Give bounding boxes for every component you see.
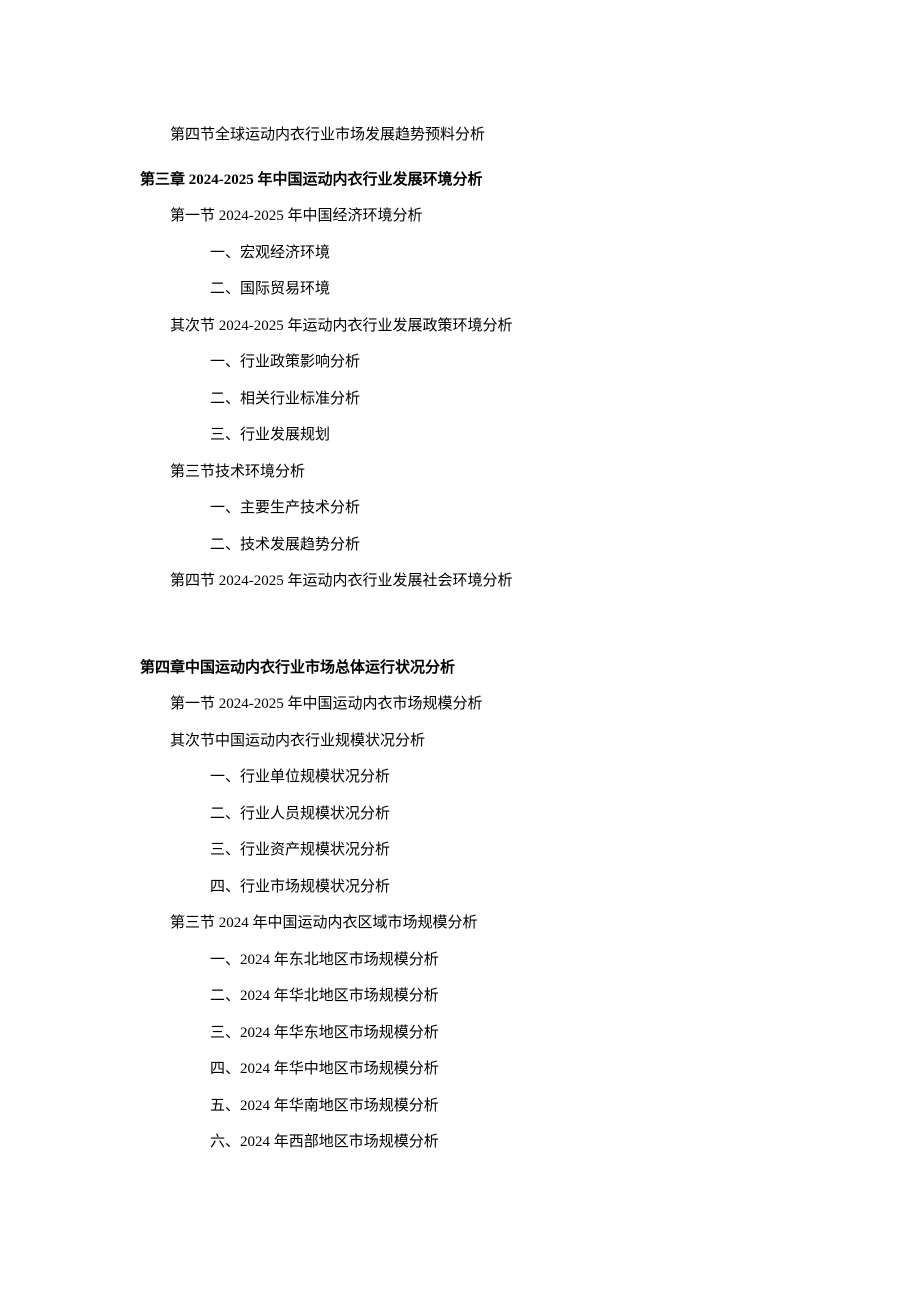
toc-subitem: 二、国际贸易环境 — [210, 278, 780, 301]
chapter-heading: 第三章 2024-2025 年中国运动内衣行业发展环境分析 — [140, 169, 780, 192]
toc-section: 第四节 2024-2025 年运动内衣行业发展社会环境分析 — [170, 570, 780, 593]
toc-section: 第三节 2024 年中国运动内衣区域市场规模分析 — [170, 912, 780, 935]
toc-subitem: 二、行业人员规模状况分析 — [210, 803, 780, 826]
spacer — [140, 607, 780, 635]
toc-section: 第一节 2024-2025 年中国运动内衣市场规模分析 — [170, 693, 780, 716]
toc-subitem: 三、2024 年华东地区市场规模分析 — [210, 1022, 780, 1045]
toc-subitem: 二、相关行业标准分析 — [210, 388, 780, 411]
toc-section: 第四节全球运动内衣行业市场发展趋势预料分析 — [170, 124, 780, 147]
document-page: 第四节全球运动内衣行业市场发展趋势预料分析 第三章 2024-2025 年中国运… — [0, 0, 920, 1248]
toc-section: 第三节技术环境分析 — [170, 461, 780, 484]
toc-section: 其次节 2024-2025 年运动内衣行业发展政策环境分析 — [170, 315, 780, 338]
toc-subitem: 一、行业单位规模状况分析 — [210, 766, 780, 789]
toc-subitem: 二、技术发展趋势分析 — [210, 534, 780, 557]
chapter-heading: 第四章中国运动内衣行业市场总体运行状况分析 — [140, 657, 780, 680]
toc-subitem: 六、2024 年西部地区市场规模分析 — [210, 1131, 780, 1154]
toc-subitem: 一、2024 年东北地区市场规模分析 — [210, 949, 780, 972]
toc-subitem: 三、行业发展规划 — [210, 424, 780, 447]
toc-section: 其次节中国运动内衣行业规模状况分析 — [170, 730, 780, 753]
toc-subitem: 一、主要生产技术分析 — [210, 497, 780, 520]
toc-subitem: 四、行业市场规模状况分析 — [210, 876, 780, 899]
toc-subitem: 一、宏观经济环境 — [210, 242, 780, 265]
toc-subitem: 四、2024 年华中地区市场规模分析 — [210, 1058, 780, 1081]
toc-subitem: 二、2024 年华北地区市场规模分析 — [210, 985, 780, 1008]
toc-subitem: 五、2024 年华南地区市场规模分析 — [210, 1095, 780, 1118]
toc-section: 第一节 2024-2025 年中国经济环境分析 — [170, 205, 780, 228]
toc-subitem: 一、行业政策影响分析 — [210, 351, 780, 374]
toc-subitem: 三、行业资产规模状况分析 — [210, 839, 780, 862]
